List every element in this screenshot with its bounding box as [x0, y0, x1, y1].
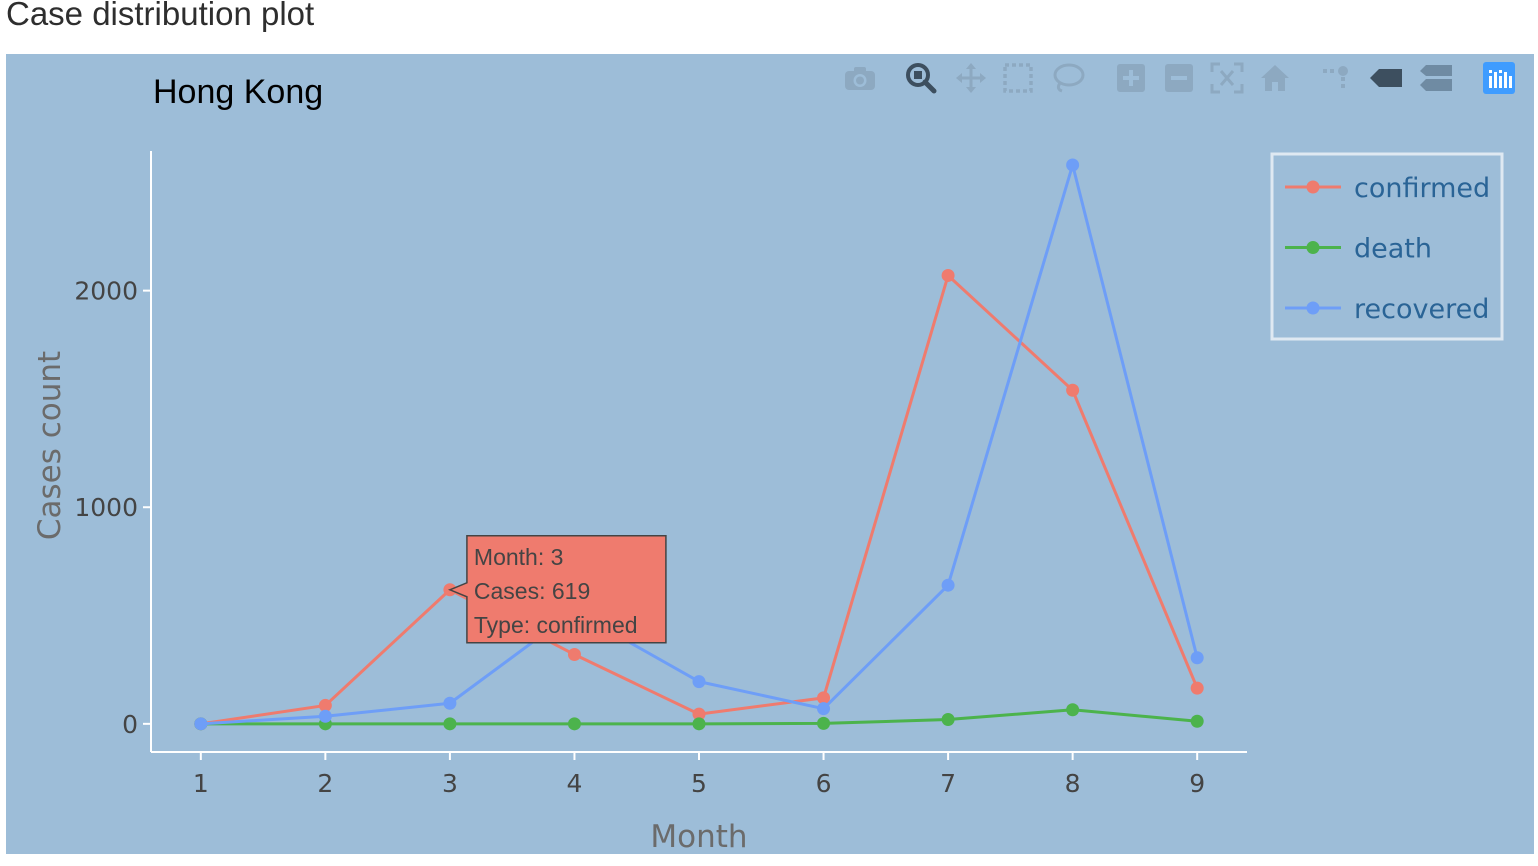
line-chart[interactable]: Hong Kong 0 1000 2000 1 2 3 4 5 6 7 8 9 Month Cases c…	[6, 54, 1534, 854]
data-point-confirmed[interactable]	[318, 698, 332, 712]
data-point-death[interactable]	[941, 713, 955, 727]
series-line-recovered	[200, 163, 1199, 726]
legend-label: death	[1354, 234, 1432, 265]
pan-button[interactable]	[954, 61, 988, 95]
x-tick-label: 9	[1189, 769, 1205, 798]
x-tick-label: 1	[193, 769, 209, 798]
data-point-death[interactable]	[817, 716, 831, 730]
y-axis-title: Cases count	[32, 351, 68, 540]
x-tick-label: 3	[442, 769, 458, 798]
legend-label: recovered	[1354, 294, 1489, 325]
legend-item-recovered[interactable]: recovered	[1285, 294, 1489, 325]
legend-item-death[interactable]: death	[1285, 234, 1432, 265]
box-select-button[interactable]	[1001, 61, 1035, 95]
tooltip-line: Type: confirmed	[474, 612, 638, 638]
series-confirmed	[194, 268, 1204, 731]
x-tick-label: 2	[317, 769, 333, 798]
hover-closest-button[interactable]	[1369, 61, 1403, 95]
data-point-death[interactable]	[692, 717, 706, 731]
x-tick-label: 4	[567, 769, 583, 798]
x-tick-label: 6	[816, 769, 832, 798]
data-point-recovered[interactable]	[941, 578, 955, 592]
lasso-select-icon	[1051, 62, 1085, 94]
hover-closest-icon	[1368, 67, 1404, 89]
y-tick-label: 1000	[74, 493, 138, 522]
data-point-death[interactable]	[1066, 703, 1080, 717]
x-tick-label: 8	[1065, 769, 1081, 798]
data-point-recovered[interactable]	[194, 717, 208, 731]
zoom-out-button[interactable]	[1162, 61, 1196, 95]
data-point-death[interactable]	[1190, 714, 1204, 728]
data-point-confirmed[interactable]	[817, 691, 831, 705]
legend-box	[1270, 152, 1504, 341]
lasso-select-button[interactable]	[1051, 61, 1085, 95]
zoom-icon	[905, 62, 937, 94]
y-tick-label: 2000	[74, 277, 138, 306]
chart-title: Hong Kong	[153, 73, 323, 111]
download-plot-button[interactable]	[843, 61, 877, 95]
x-axis-title: Month	[650, 819, 747, 854]
camera-icon	[843, 64, 877, 92]
data-point-recovered[interactable]	[817, 702, 831, 716]
spike-lines-button[interactable]	[1319, 61, 1353, 95]
data-point-death[interactable]	[443, 717, 457, 731]
x-tick-label: 5	[691, 769, 707, 798]
series-line-confirmed	[200, 273, 1199, 726]
plotly-logo-icon	[1483, 62, 1515, 94]
series-recovered	[194, 158, 1204, 731]
zoom-out-icon	[1164, 63, 1194, 93]
box-select-icon	[1002, 62, 1034, 94]
tooltip-line: Month: 3	[474, 544, 563, 570]
home-icon	[1259, 63, 1291, 93]
data-point-recovered[interactable]	[1190, 651, 1204, 665]
data-point-confirmed[interactable]	[941, 268, 955, 282]
y-tick-label: 0	[122, 710, 138, 739]
data-point-confirmed[interactable]	[1066, 383, 1080, 397]
legend-swatch-marker	[1306, 301, 1320, 315]
data-point-confirmed[interactable]	[567, 648, 581, 662]
legend-swatch-marker	[1306, 180, 1320, 194]
legend-item-confirmed[interactable]: confirmed	[1285, 173, 1490, 204]
legend-label: confirmed	[1354, 173, 1490, 204]
zoom-in-icon	[1116, 63, 1146, 93]
pan-icon	[955, 62, 987, 94]
data-point-recovered[interactable]	[692, 675, 706, 689]
hover-tooltip: Month: 3 Cases: 619 Type: confirmed	[447, 535, 667, 644]
reset-axes-button[interactable]	[1258, 61, 1292, 95]
plot-container[interactable]: Hong Kong 0 1000 2000 1 2 3 4 5 6 7 8 9 Month Cases c…	[6, 54, 1534, 854]
data-point-confirmed[interactable]	[692, 707, 706, 721]
autoscale-icon	[1210, 62, 1244, 94]
page-title: Case distribution plot	[6, 0, 315, 32]
plotly-logo[interactable]	[1482, 61, 1516, 95]
hover-compare-icon	[1418, 63, 1454, 93]
x-tick-label: 7	[940, 769, 956, 798]
data-point-recovered[interactable]	[443, 696, 457, 710]
spike-lines-icon	[1321, 63, 1351, 93]
modebar	[6, 54, 1534, 104]
data-point-confirmed[interactable]	[1190, 681, 1204, 695]
zoom-in-button[interactable]	[1114, 61, 1148, 95]
data-point-recovered[interactable]	[1066, 158, 1080, 172]
autoscale-button[interactable]	[1210, 61, 1244, 95]
data-point-recovered[interactable]	[318, 709, 332, 723]
hover-compare-button[interactable]	[1419, 61, 1453, 95]
data-point-death[interactable]	[567, 717, 581, 731]
tooltip-box	[447, 535, 667, 644]
tooltip-line: Cases: 619	[474, 578, 590, 604]
legend-swatch-marker	[1306, 241, 1320, 254]
zoom-button[interactable]	[904, 61, 938, 95]
